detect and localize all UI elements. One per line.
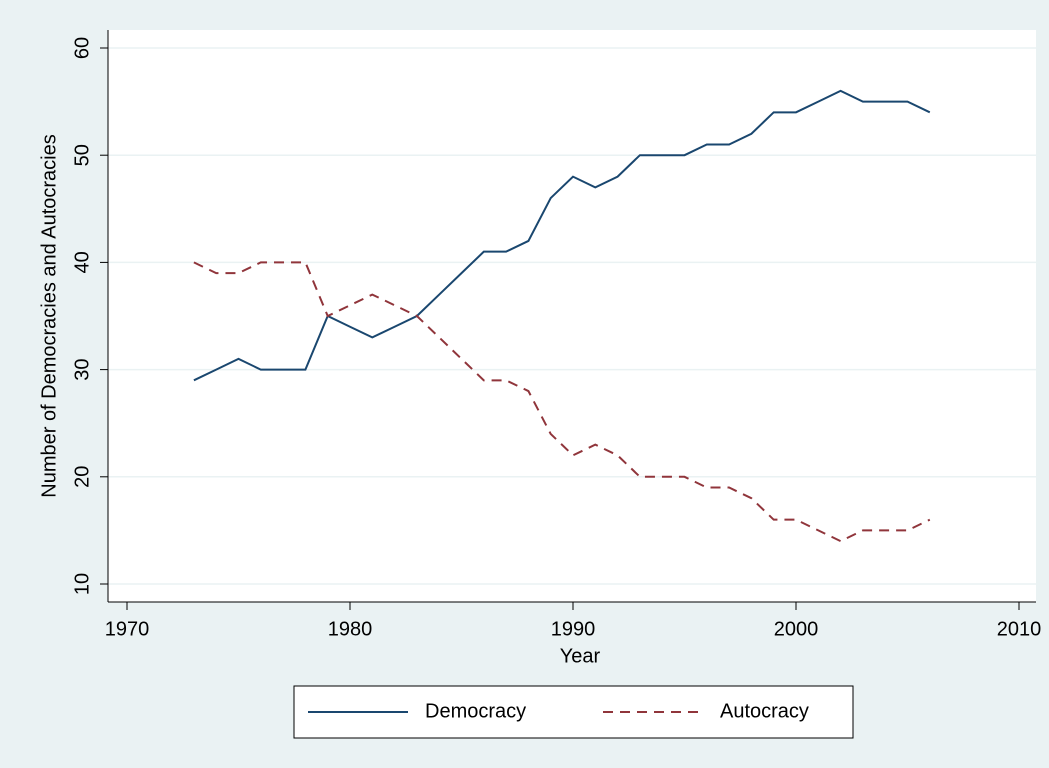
data-line xyxy=(193,261,931,543)
x-tick-label: 1990 xyxy=(551,618,596,640)
y-tick-label: 30 xyxy=(71,358,93,380)
legend-label: Autocracy xyxy=(720,700,809,722)
x-tick-label: 2000 xyxy=(774,618,819,640)
y-tick-label: 60 xyxy=(71,37,93,59)
y-axis-label: Number of Democracies and Autocracies xyxy=(38,134,60,498)
x-tick-label: 1980 xyxy=(328,618,373,640)
plot-area xyxy=(108,30,1036,602)
y-tick-label: 50 xyxy=(71,144,93,166)
legend-label: Democracy xyxy=(425,700,526,722)
data-line xyxy=(193,89,931,382)
x-tick-label: 1970 xyxy=(105,618,150,640)
y-tick-label: 10 xyxy=(71,573,93,595)
x-tick-label: 2010 xyxy=(997,618,1042,640)
x-axis-label: Year xyxy=(560,645,601,667)
y-tick-label: 40 xyxy=(71,251,93,273)
y-tick-label: 20 xyxy=(71,466,93,488)
